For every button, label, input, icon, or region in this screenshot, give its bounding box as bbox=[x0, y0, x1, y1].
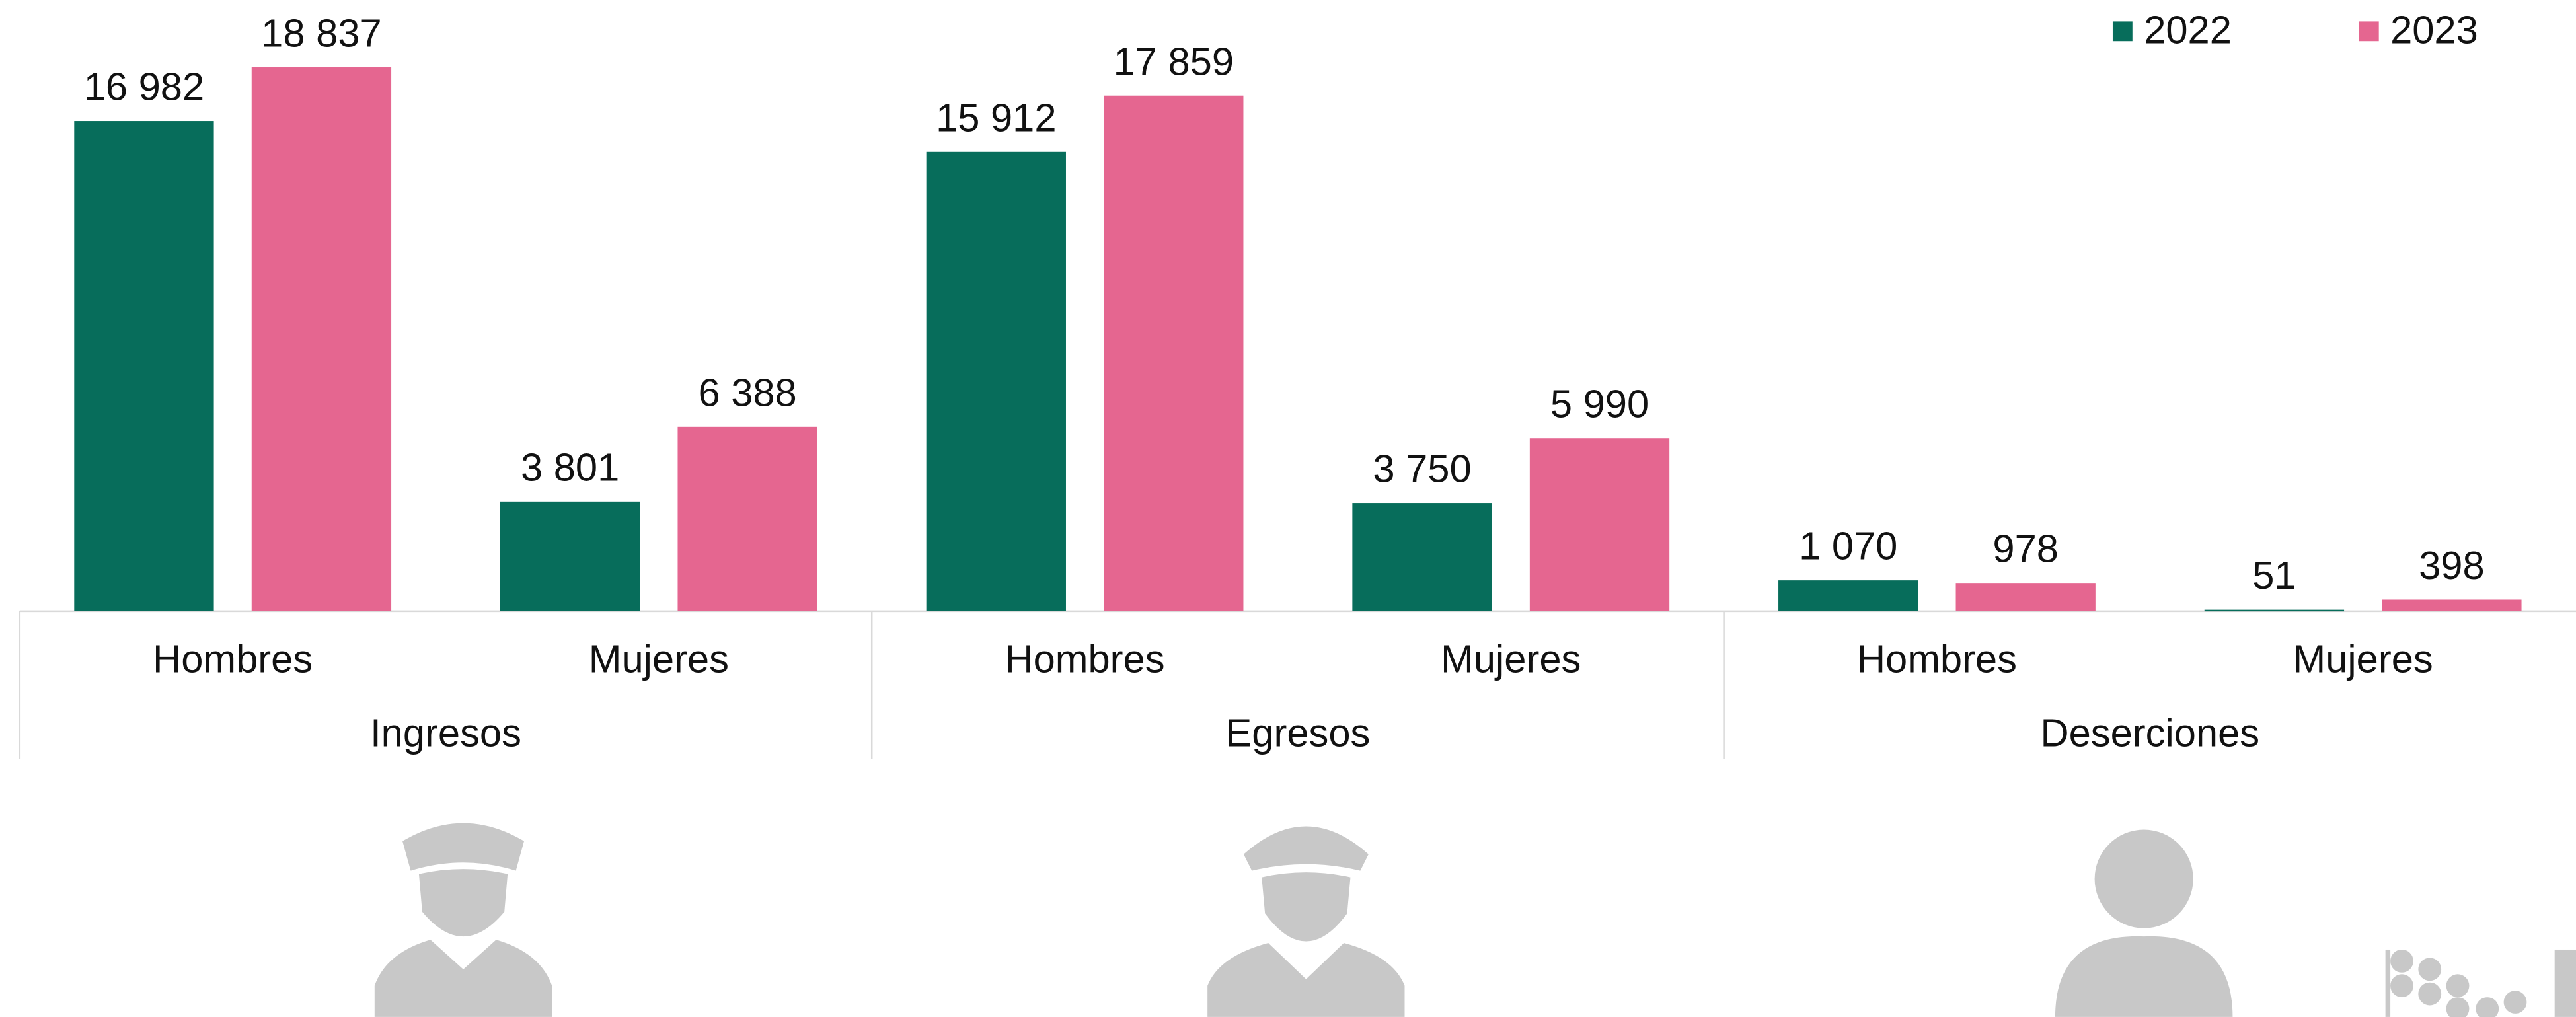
legend-label: 2023 bbox=[2390, 8, 2478, 52]
data-label: 6 388 bbox=[698, 370, 796, 414]
data-label: 3 750 bbox=[1373, 447, 1471, 491]
data-label: 5 990 bbox=[1550, 382, 1649, 426]
x-tick-label: Hombres bbox=[1005, 637, 1165, 681]
data-label: 17 859 bbox=[1114, 39, 1234, 83]
data-label: 398 bbox=[2419, 543, 2485, 587]
icons bbox=[374, 823, 2576, 1017]
data-label: 1 070 bbox=[1799, 524, 1897, 568]
x-tick-label: Mujeres bbox=[589, 637, 729, 681]
bar bbox=[251, 67, 392, 611]
data-label: 3 801 bbox=[521, 445, 619, 489]
bar bbox=[500, 501, 640, 611]
bar bbox=[1352, 503, 1492, 611]
x-tick-label: Mujeres bbox=[1441, 637, 1581, 681]
legend-swatch bbox=[2359, 21, 2379, 42]
bar bbox=[926, 151, 1066, 611]
bar bbox=[1104, 95, 1244, 611]
x-tick-label: Hombres bbox=[1857, 637, 2017, 681]
legend-label: 2022 bbox=[2144, 8, 2232, 52]
x-tick-label: Mujeres bbox=[2293, 637, 2433, 681]
group-label: Deserciones bbox=[2041, 711, 2260, 755]
legend-swatch bbox=[2112, 21, 2133, 42]
bar bbox=[2204, 609, 2345, 612]
bar bbox=[2382, 599, 2522, 611]
bar bbox=[1529, 438, 1670, 611]
bar bbox=[1955, 583, 2096, 611]
abacus-icon bbox=[2385, 949, 2576, 1017]
data-label: 51 bbox=[2252, 553, 2296, 597]
data-label: 18 837 bbox=[261, 11, 381, 56]
data-label: 978 bbox=[1992, 527, 2059, 571]
bar bbox=[74, 121, 214, 611]
data-label: 15 912 bbox=[936, 95, 1056, 139]
bar bbox=[677, 426, 817, 611]
military-icon bbox=[1207, 826, 1405, 1017]
data-label: 16 982 bbox=[84, 65, 204, 109]
police-icon bbox=[374, 823, 552, 1017]
x-tick-label: Hombres bbox=[153, 637, 313, 681]
person-icon bbox=[2055, 829, 2233, 1017]
group-label: Ingresos bbox=[370, 711, 521, 755]
group-label: Egresos bbox=[1225, 711, 1370, 755]
bar bbox=[1778, 580, 1918, 611]
